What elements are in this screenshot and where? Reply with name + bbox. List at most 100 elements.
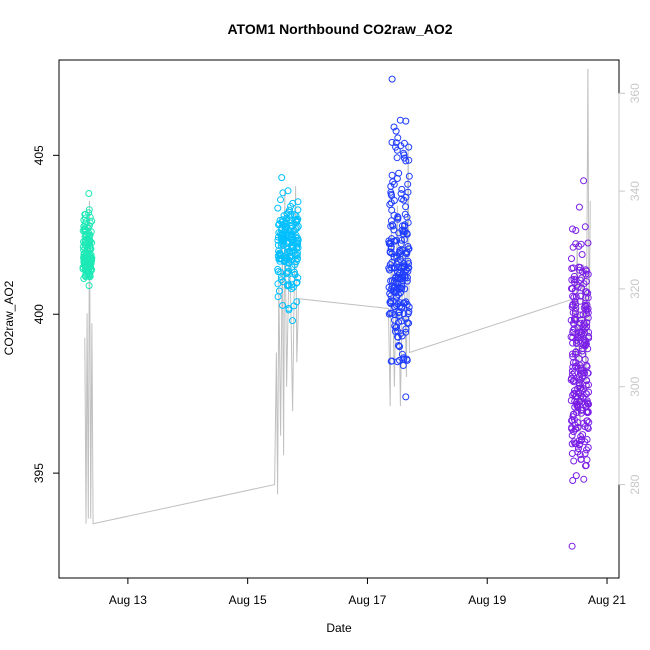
data-point bbox=[293, 218, 301, 226]
data-point bbox=[386, 298, 394, 306]
data-point bbox=[393, 154, 401, 162]
data-point bbox=[395, 342, 402, 349]
data-point bbox=[395, 318, 403, 326]
data-point bbox=[290, 211, 298, 219]
data-point bbox=[568, 424, 576, 431]
scatter-points-layer bbox=[79, 75, 593, 550]
data-point bbox=[405, 303, 413, 311]
data-point bbox=[83, 250, 91, 258]
data-point bbox=[400, 230, 407, 238]
data-point bbox=[403, 229, 411, 237]
data-point bbox=[396, 248, 404, 256]
data-point bbox=[395, 311, 403, 319]
data-point bbox=[580, 177, 588, 185]
data-point bbox=[583, 408, 590, 416]
data-point bbox=[388, 309, 396, 317]
data-point bbox=[291, 271, 299, 279]
data-point bbox=[404, 180, 412, 188]
data-point bbox=[387, 182, 395, 190]
data-point bbox=[568, 417, 575, 425]
data-point bbox=[393, 146, 401, 154]
data-point bbox=[284, 281, 292, 289]
data-point bbox=[85, 206, 93, 214]
data-point bbox=[392, 279, 400, 286]
data-point bbox=[583, 288, 590, 296]
data-point bbox=[577, 367, 585, 374]
data-point bbox=[568, 303, 576, 311]
data-point bbox=[584, 400, 592, 408]
data-point bbox=[293, 255, 301, 263]
data-point bbox=[569, 477, 577, 484]
data-point bbox=[86, 270, 94, 278]
data-point bbox=[585, 334, 593, 342]
data-point bbox=[393, 294, 401, 301]
data-point bbox=[278, 174, 286, 182]
data-point bbox=[386, 248, 394, 256]
data-point bbox=[283, 270, 291, 278]
data-point bbox=[386, 261, 394, 269]
data-point bbox=[576, 297, 584, 305]
data-point bbox=[395, 309, 403, 317]
data-point bbox=[401, 285, 409, 293]
data-point bbox=[576, 451, 584, 459]
data-point bbox=[573, 402, 581, 409]
data-point bbox=[388, 171, 396, 179]
data-point bbox=[82, 214, 89, 222]
data-point bbox=[572, 425, 580, 433]
data-point bbox=[392, 127, 400, 135]
data-point bbox=[579, 341, 587, 349]
data-point bbox=[86, 260, 94, 268]
data-point bbox=[575, 203, 583, 211]
data-point bbox=[398, 185, 406, 193]
x-tick-label: Aug 19 bbox=[468, 593, 506, 607]
data-point bbox=[581, 423, 589, 431]
x-axis-label: Date bbox=[326, 621, 352, 635]
data-point bbox=[277, 254, 285, 262]
data-point bbox=[404, 188, 412, 196]
data-point bbox=[572, 472, 580, 480]
data-point bbox=[279, 189, 287, 197]
data-point bbox=[391, 322, 399, 330]
data-point bbox=[580, 419, 587, 427]
data-point bbox=[277, 252, 285, 259]
data-point bbox=[388, 357, 396, 365]
data-point bbox=[86, 231, 94, 239]
data-point bbox=[574, 375, 582, 383]
data-point bbox=[394, 333, 401, 341]
data-point bbox=[276, 250, 284, 258]
data-point bbox=[569, 363, 577, 371]
data-point bbox=[80, 246, 88, 254]
data-point bbox=[398, 195, 406, 203]
data-point bbox=[398, 350, 406, 358]
data-point bbox=[405, 260, 412, 268]
data-point bbox=[289, 283, 297, 291]
data-point bbox=[277, 276, 285, 284]
data-point bbox=[579, 350, 587, 358]
data-point bbox=[290, 302, 298, 310]
data-point bbox=[85, 190, 93, 197]
data-point bbox=[388, 221, 396, 229]
y2-tick-label: 280 bbox=[628, 474, 642, 494]
data-point bbox=[388, 250, 396, 257]
data-point bbox=[390, 285, 398, 292]
data-point bbox=[385, 264, 393, 272]
data-point bbox=[570, 457, 578, 465]
data-point bbox=[85, 282, 93, 290]
data-point bbox=[84, 257, 92, 265]
data-point bbox=[585, 381, 592, 389]
x-tick-label: Aug 17 bbox=[348, 593, 386, 607]
data-point bbox=[584, 239, 592, 247]
x-tick-label: Aug 13 bbox=[109, 593, 147, 607]
y-tick-label: 395 bbox=[32, 463, 46, 483]
data-point bbox=[82, 231, 90, 239]
data-point bbox=[402, 298, 410, 306]
y2-tick-label: 340 bbox=[628, 181, 642, 201]
data-point bbox=[572, 399, 580, 407]
data-point bbox=[285, 227, 293, 235]
data-point bbox=[294, 234, 302, 242]
data-point bbox=[403, 319, 411, 327]
data-point bbox=[574, 324, 582, 332]
data-point bbox=[583, 390, 590, 398]
data-point bbox=[568, 542, 576, 550]
data-point bbox=[405, 308, 413, 315]
